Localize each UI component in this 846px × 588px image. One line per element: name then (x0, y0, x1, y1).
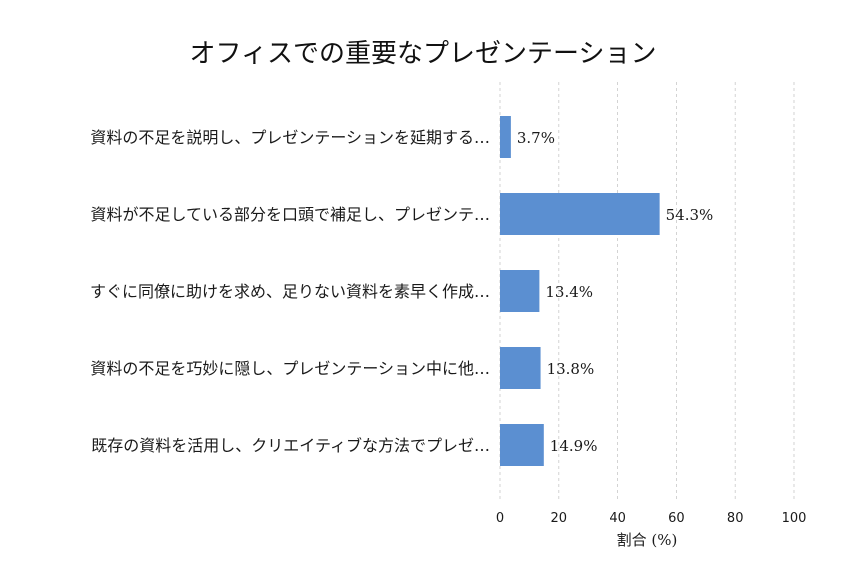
x-tick-label: 0 (496, 511, 504, 526)
x-axis-label: 割合 (%) (617, 531, 678, 549)
category-labels: 資料の不足を説明し、プレゼンテーションを延期する… 資料が不足している部分を口頭で… (90, 128, 490, 455)
value-label: 13.8% (547, 360, 595, 378)
category-label: すぐに同僚に助けを求め、足りない資料を素早く作成… (90, 282, 490, 301)
value-label: 13.4% (545, 283, 593, 301)
x-tick-label: 100 (782, 511, 807, 526)
value-label: 14.9% (550, 437, 598, 455)
x-tick-label: 40 (609, 511, 626, 526)
bars (500, 116, 660, 466)
category-label: 資料の不足を説明し、プレゼンテーションを延期する… (90, 128, 490, 147)
bar (500, 424, 544, 466)
category-label: 資料が不足している部分を口頭で補足し、プレゼンテ… (90, 205, 490, 224)
x-tick-label: 80 (727, 511, 744, 526)
bar (500, 193, 660, 235)
bar (500, 347, 541, 389)
category-label: 資料の不足を巧妙に隠し、プレゼンテーション中に他… (90, 359, 490, 378)
bar (500, 116, 511, 158)
x-tick-label: 60 (668, 511, 685, 526)
category-label: 既存の資料を活用し、クリエイティブな方法でプレゼ… (91, 436, 490, 455)
value-label: 54.3% (666, 206, 714, 224)
x-tick-label: 20 (551, 511, 568, 526)
x-tick-labels: 0 20 40 60 80 100 (496, 511, 807, 526)
chart-title: オフィスでの重要なプレゼンテーション (190, 39, 657, 69)
bar (500, 270, 540, 312)
value-labels: 3.7% 54.3% 13.4% 13.8% 14.9% (517, 129, 713, 455)
value-label: 3.7% (517, 129, 555, 147)
